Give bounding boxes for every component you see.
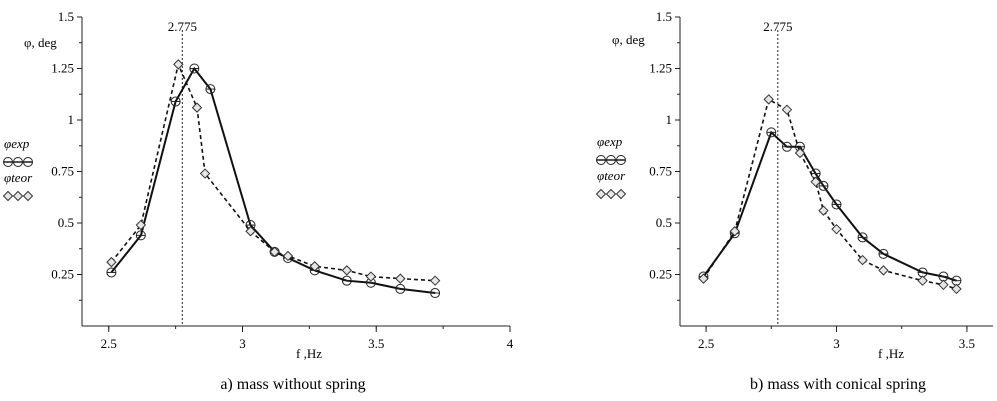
y-tick-label: 0.25 <box>51 267 74 282</box>
y-axis-label: φ, deg <box>24 35 57 50</box>
data-point-circle <box>395 283 406 294</box>
data-point-diamond <box>341 265 353 276</box>
x-axis-label: f ,Hz <box>296 346 322 361</box>
data-point-diamond <box>698 273 709 284</box>
data-point-diamond <box>191 102 203 113</box>
legend-marker-circle <box>23 157 33 167</box>
data-point-circle <box>430 288 441 299</box>
x-tick-label: 2.5 <box>101 336 117 351</box>
y-tick-label: 0.5 <box>58 215 74 230</box>
chart-caption: a) mass without spring <box>220 376 365 393</box>
data-point-diamond <box>245 226 256 237</box>
legend-marker-circle <box>13 157 23 167</box>
legend: φexp φteor <box>2 136 34 202</box>
data-point-circle <box>766 127 777 138</box>
data-point-diamond <box>199 168 211 179</box>
data-point-diamond <box>818 205 829 216</box>
x-tick-label: 3.5 <box>959 336 975 351</box>
series-line <box>110 66 436 294</box>
data-point-circle <box>135 230 146 241</box>
data-point-circle <box>106 267 117 278</box>
legend-marker-diamond <box>12 190 24 202</box>
legend-label: φteor <box>597 168 626 183</box>
data-point-diamond <box>857 254 868 266</box>
data-point-circle <box>878 248 889 259</box>
data-point-diamond <box>951 283 962 295</box>
series-teor <box>106 59 441 286</box>
data-point-circle <box>781 141 792 152</box>
legend-marker-circle <box>606 155 616 165</box>
data-point-diamond <box>429 275 441 286</box>
y-tick-label: 1.5 <box>58 9 74 24</box>
x-tick-label: 4 <box>507 336 514 351</box>
legend-marker-diamond <box>615 188 627 200</box>
y-axis-label: φ, deg <box>612 32 645 47</box>
y-tick-label: 0.75 <box>649 164 672 179</box>
data-point-diamond <box>282 250 294 262</box>
data-point-diamond <box>917 275 928 286</box>
data-point-circle <box>205 84 216 95</box>
y-tick-label: 1.25 <box>51 61 74 76</box>
legend-label: φexp <box>4 136 30 151</box>
legend-marker-circle <box>596 155 606 165</box>
data-point-diamond <box>729 226 740 237</box>
x-tick-label: 2.5 <box>698 336 714 351</box>
data-point-diamond <box>794 147 806 159</box>
legend-marker-diamond <box>2 190 14 202</box>
data-point-diamond <box>831 223 842 235</box>
data-point-diamond <box>938 279 949 291</box>
data-point-diamond <box>173 59 184 70</box>
data-point-diamond <box>365 271 377 282</box>
legend-marker-circle <box>616 155 626 165</box>
y-tick-label: 1 <box>68 112 75 127</box>
data-point-diamond <box>810 176 821 188</box>
series-line <box>702 130 957 282</box>
data-point-circle <box>341 275 352 286</box>
x-tick-label: 3 <box>239 336 246 351</box>
y-tick-label: 1.25 <box>649 61 672 76</box>
data-point-diamond <box>135 219 147 231</box>
series-exp <box>698 127 962 286</box>
legend-marker-diamond <box>605 188 617 200</box>
chart-caption: b) mass with conical spring <box>750 376 926 393</box>
data-point-diamond <box>309 261 320 272</box>
data-point-diamond <box>878 265 889 276</box>
data-point-circle <box>857 232 868 243</box>
data-point-diamond <box>269 246 280 258</box>
data-point-diamond <box>763 94 774 105</box>
x-axis-label: f ,Hz <box>878 346 904 361</box>
series-teor <box>698 94 962 295</box>
legend-label: φteor <box>4 170 33 185</box>
chart-panel-a: 0.25 0.5 0.75 1 1.25 1.5 2.5 3 3.5 4 2.775 φ, deg… <box>2 9 514 393</box>
data-point-circle <box>818 180 829 191</box>
reference-line-label: 2.775 <box>763 19 792 34</box>
x-tick-label: 3.5 <box>368 336 384 351</box>
y-tick-label: 0.75 <box>51 164 74 179</box>
legend-label: φexp <box>597 134 623 149</box>
legend-marker-diamond <box>22 190 34 202</box>
data-point-circle <box>831 199 842 210</box>
data-point-circle <box>170 96 181 107</box>
y-tick-label: 1.5 <box>656 9 672 24</box>
y-tick-label: 1 <box>666 112 673 127</box>
legend: φexp φteor <box>595 134 627 200</box>
data-point-diamond <box>395 273 406 284</box>
legend-marker-circle <box>3 157 13 167</box>
data-point-diamond <box>106 256 117 268</box>
reference-line-label: 2.775 <box>168 19 197 34</box>
x-tick-label: 3 <box>833 336 840 351</box>
y-tick-label: 0.5 <box>656 215 672 230</box>
y-tick-label: 0.25 <box>649 267 672 282</box>
data-point-circle <box>189 63 200 74</box>
series-exp <box>106 63 441 299</box>
legend-marker-diamond <box>595 188 607 200</box>
data-point-diamond <box>781 104 793 115</box>
